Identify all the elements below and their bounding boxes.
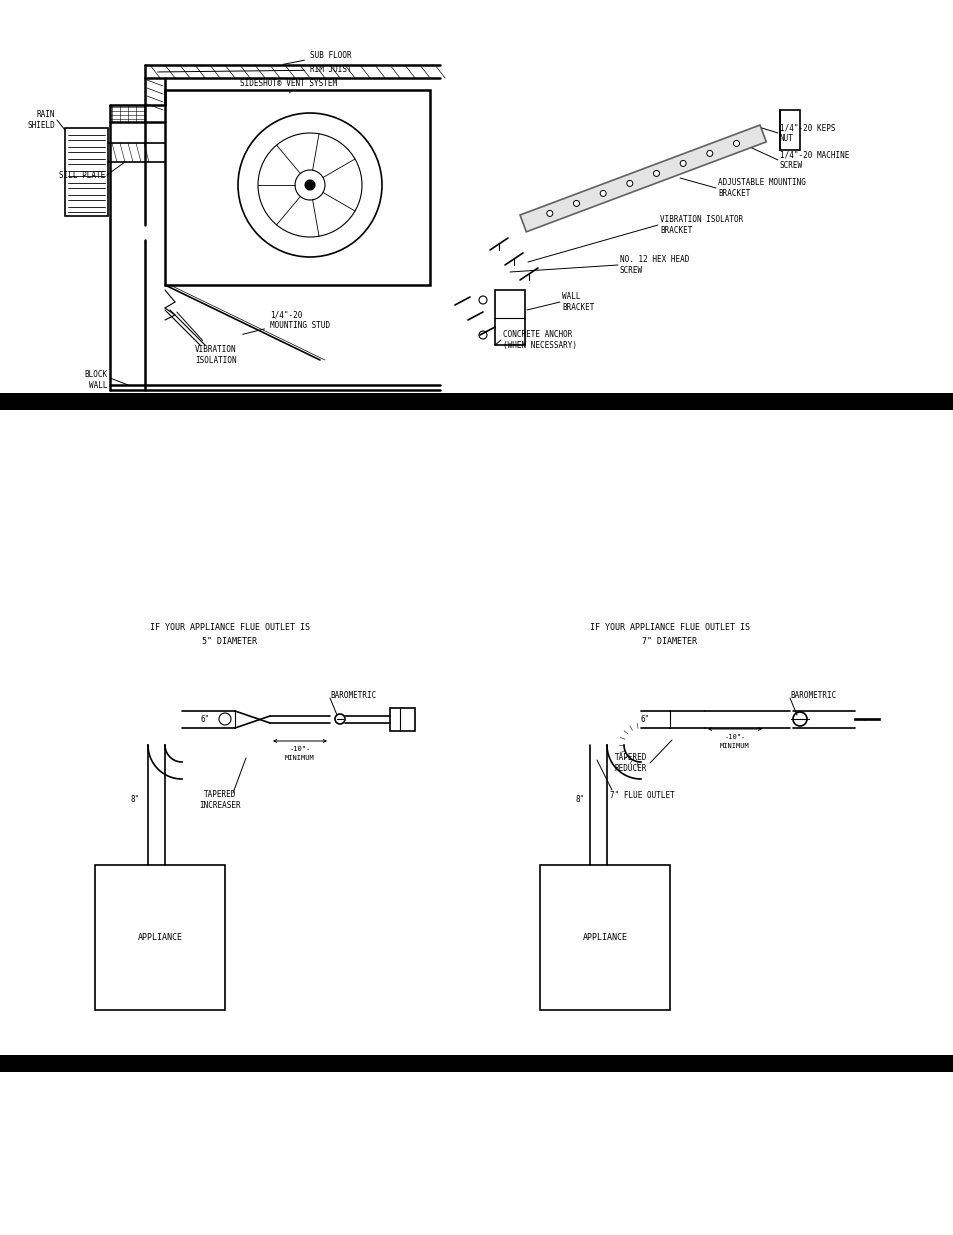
Text: SUB FLOOR: SUB FLOOR [282, 51, 352, 64]
Text: 7" FLUE OUTLET: 7" FLUE OUTLET [609, 790, 674, 799]
Circle shape [573, 200, 578, 206]
Text: 8": 8" [131, 795, 139, 804]
Bar [390, 708, 415, 731]
Text: IF YOUR APPLIANCE FLUE OUTLET IS: IF YOUR APPLIANCE FLUE OUTLET IS [589, 624, 749, 632]
Bar [780, 110, 800, 149]
Text: MINIMUM: MINIMUM [285, 755, 314, 761]
Text: ADJUSTABLE MOUNTING
BRACKET: ADJUSTABLE MOUNTING BRACKET [718, 178, 805, 198]
Text: 1/4"-20
MOUNTING STUD: 1/4"-20 MOUNTING STUD [242, 310, 330, 335]
Bar [0, 393, 953, 410]
Text: WALL
BRACKET: WALL BRACKET [561, 293, 594, 311]
Text: MINIMUM: MINIMUM [720, 743, 749, 748]
Text: TAPERED
INCREASER: TAPERED INCREASER [199, 790, 240, 810]
Circle shape [706, 151, 712, 157]
Bar [65, 128, 108, 216]
Text: SILL PLATE: SILL PLATE [59, 170, 105, 179]
Text: BLOCK
WALL: BLOCK WALL [85, 370, 108, 390]
Circle shape [733, 141, 739, 147]
Text: RIM JOIST: RIM JOIST [157, 65, 352, 74]
Text: CONCRETE ANCHOR
(WHEN NECESSARY): CONCRETE ANCHOR (WHEN NECESSARY) [502, 330, 577, 350]
Circle shape [653, 170, 659, 177]
Text: RAIN
SHIELD: RAIN SHIELD [28, 110, 55, 130]
Text: 6": 6" [639, 715, 649, 725]
Text: 8": 8" [575, 795, 584, 804]
Circle shape [792, 713, 806, 726]
Circle shape [679, 161, 685, 167]
Bar [495, 290, 524, 345]
Text: VIBRATION ISOLATOR
BRACKET: VIBRATION ISOLATOR BRACKET [659, 215, 742, 235]
Circle shape [599, 190, 605, 196]
Text: VIBRATION
ISOLATION: VIBRATION ISOLATION [176, 312, 236, 364]
Text: IF YOUR APPLIANCE FLUE OUTLET IS: IF YOUR APPLIANCE FLUE OUTLET IS [150, 624, 310, 632]
Text: TAPERED
REDUCER: TAPERED REDUCER [615, 753, 647, 773]
Text: 7" DIAMETER: 7" DIAMETER [641, 636, 697, 646]
Text: NO. 12 HEX HEAD
SCREW: NO. 12 HEX HEAD SCREW [619, 256, 689, 274]
Text: 5" DIAMETER: 5" DIAMETER [202, 636, 257, 646]
Circle shape [335, 714, 345, 724]
Text: -10"-: -10"- [723, 734, 745, 740]
Circle shape [305, 180, 314, 190]
Circle shape [546, 210, 552, 216]
Text: -10"-: -10"- [289, 746, 311, 752]
Text: 6": 6" [200, 715, 210, 725]
Text: BAROMETRIC: BAROMETRIC [330, 690, 375, 699]
Text: 1/4"-20 MACHINE
SCREW: 1/4"-20 MACHINE SCREW [780, 151, 848, 169]
Text: APPLIANCE: APPLIANCE [137, 932, 182, 941]
Text: BAROMETRIC: BAROMETRIC [789, 690, 836, 699]
Text: 1/4"-20 KEPS
NUT: 1/4"-20 KEPS NUT [780, 124, 835, 143]
Text: SIDESHOT® VENT SYSTEM: SIDESHOT® VENT SYSTEM [240, 79, 336, 93]
Bar [539, 864, 669, 1010]
Text: APPLIANCE: APPLIANCE [582, 932, 627, 941]
Circle shape [626, 180, 632, 186]
Polygon shape [519, 125, 765, 232]
Bar [165, 90, 430, 285]
Bar [95, 864, 225, 1010]
Bar [0, 1055, 953, 1072]
